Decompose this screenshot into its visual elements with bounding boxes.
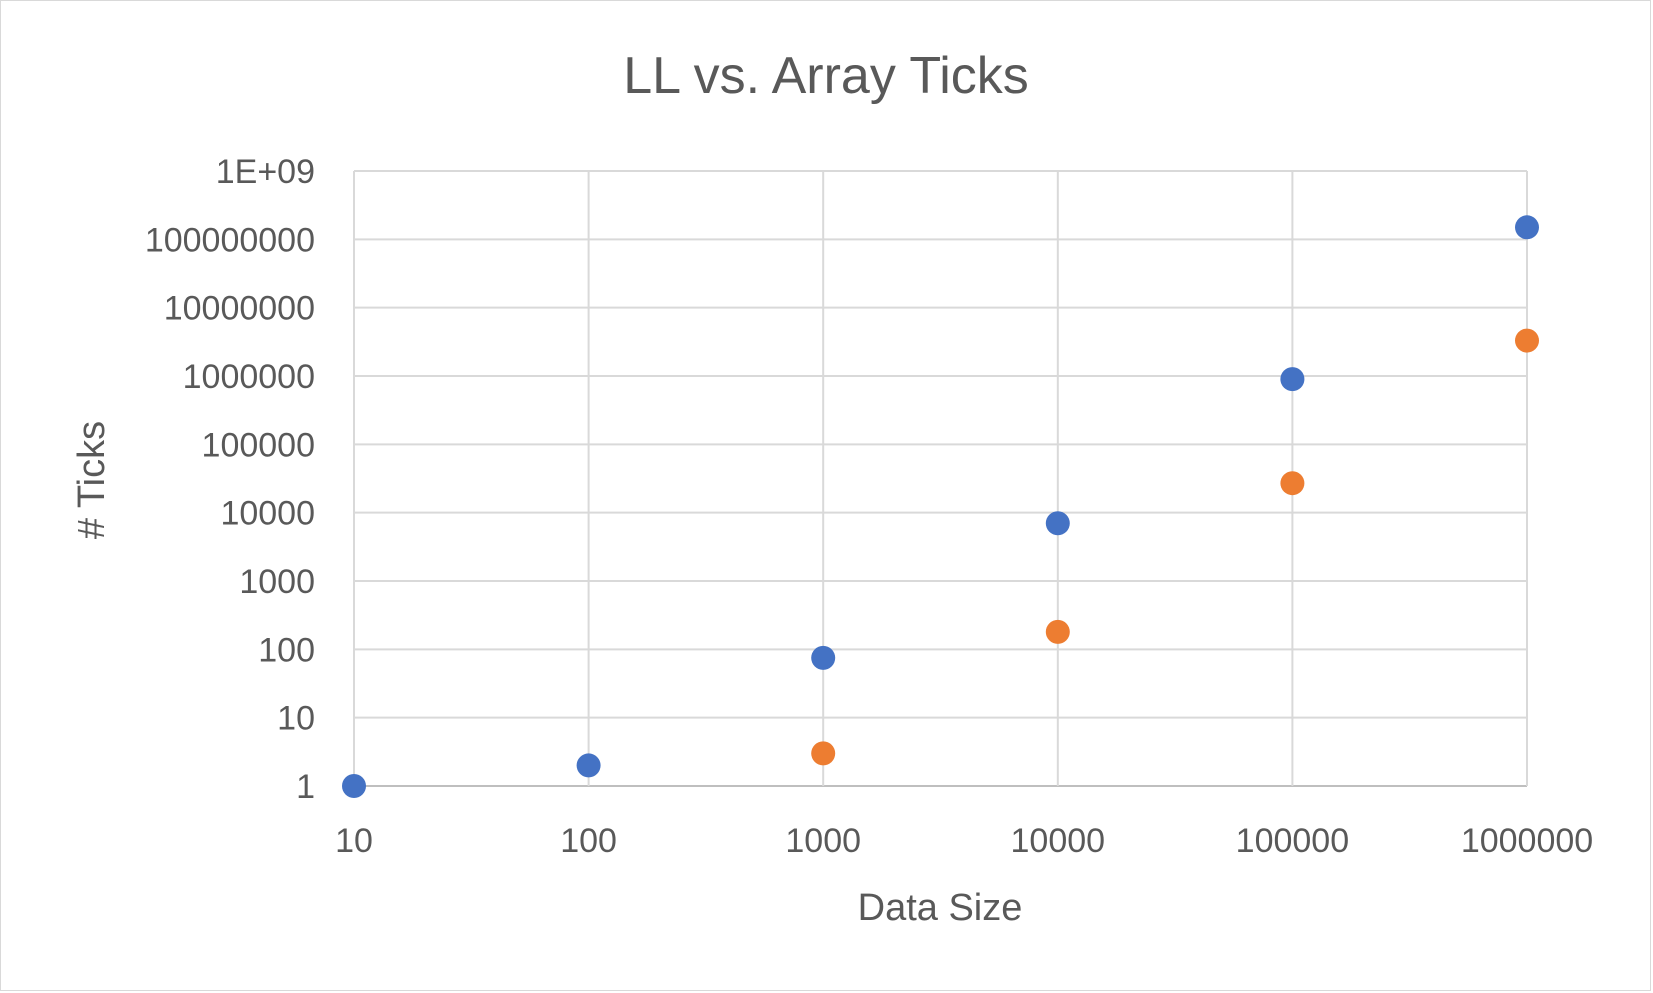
grid-lines [353, 170, 1528, 787]
data-point-series-1 [342, 774, 366, 798]
y-tick-label: 1E+09 [216, 153, 315, 191]
data-point-series-1 [1280, 367, 1305, 392]
y-tick-label: 100000 [202, 426, 315, 464]
x-tick-labels: 10 100 1000 10000 100000 1000000 [335, 822, 1593, 860]
data-point-series-1 [811, 645, 836, 670]
y-tick-label: 100000000 [145, 221, 315, 259]
data-points [342, 215, 1539, 798]
x-axis-title: Data Size [858, 887, 1023, 929]
chart-title: LL vs. Array Ticks [623, 47, 1029, 105]
data-point-series-2 [1515, 328, 1539, 353]
y-tick-label: 1000000 [183, 358, 315, 396]
data-point-series-2 [1045, 619, 1070, 644]
data-point-series-2 [1280, 471, 1305, 496]
y-tick-label: 100 [258, 631, 315, 669]
x-tick-label: 100000 [1236, 822, 1349, 860]
x-tick-label: 100 [560, 822, 617, 860]
y-tick-label: 1 [296, 768, 315, 806]
data-point-series-1 [1515, 215, 1539, 240]
y-tick-label: 10 [277, 700, 315, 738]
x-tick-label: 1000000 [1461, 822, 1593, 860]
x-tick-label: 1000 [785, 822, 861, 860]
y-tick-label: 10000 [220, 495, 315, 533]
x-tick-label: 10000 [1011, 822, 1106, 860]
data-point-series-2 [811, 741, 836, 766]
x-tick-label: 10 [335, 822, 373, 860]
y-tick-labels: 1 10 100 1000 10000 100000 1000000 10000000 1000… [145, 153, 315, 806]
y-axis-title: # Ticks [71, 421, 113, 539]
y-tick-label: 10000000 [164, 290, 315, 328]
data-point-series-1 [1045, 511, 1070, 536]
y-tick-label: 1000 [239, 563, 315, 601]
data-point-series-1 [576, 753, 601, 778]
